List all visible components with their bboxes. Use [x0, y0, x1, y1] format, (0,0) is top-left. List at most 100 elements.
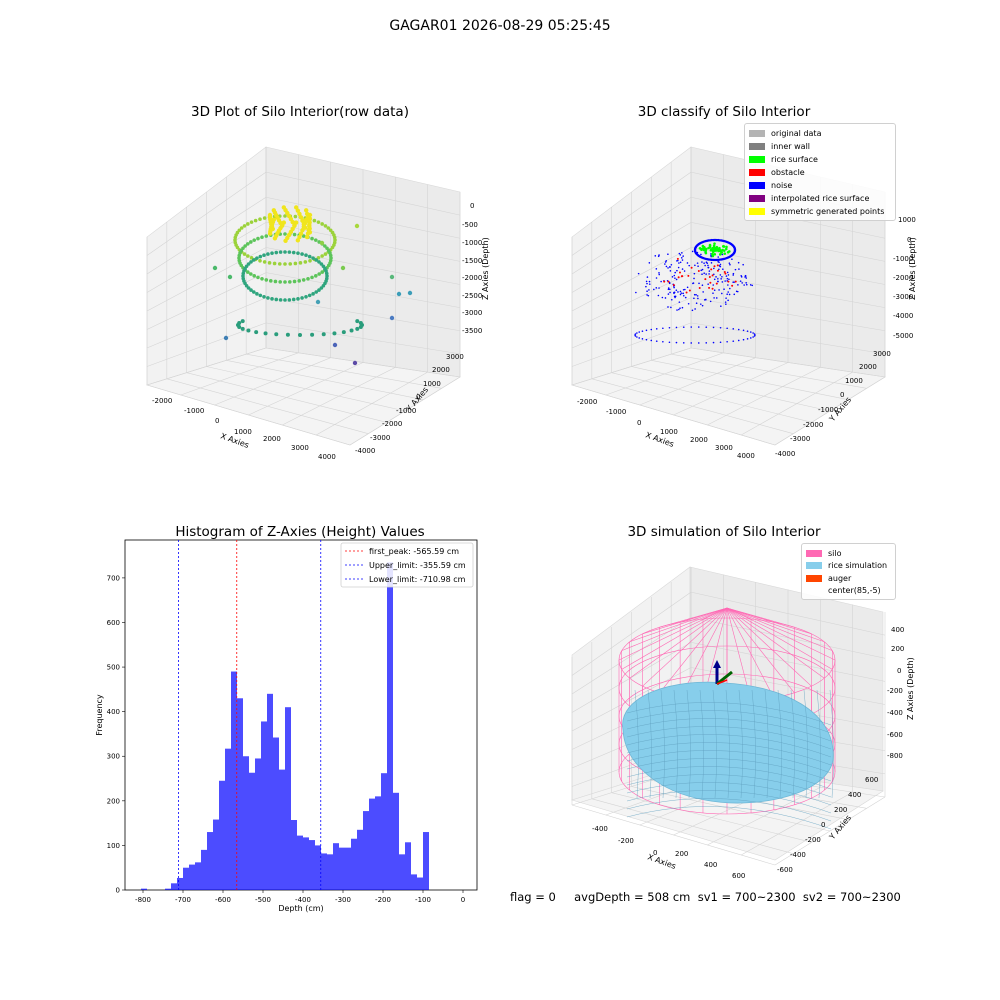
noise-point [682, 342, 685, 344]
data-point [263, 331, 268, 336]
rice-surface-point [704, 251, 708, 255]
data-point [310, 236, 314, 241]
obstacle-point [704, 278, 707, 281]
data-point [300, 252, 304, 256]
noise-point [664, 263, 666, 265]
data-point [298, 215, 304, 220]
data-point [301, 278, 306, 282]
obstacle-point [716, 264, 719, 267]
histogram-bar [417, 877, 423, 890]
noise-point [739, 280, 742, 282]
histogram-bar [423, 832, 429, 890]
legend-swatch [749, 143, 765, 150]
histogram-bar [393, 792, 399, 890]
data-point [324, 271, 329, 276]
noise-point [657, 255, 660, 258]
noise-point [690, 342, 693, 344]
legend-label: rice surface [771, 155, 818, 164]
data-point [273, 279, 278, 284]
plot2-z-tick: 1000 [898, 216, 916, 224]
plot1-title: 3D Plot of Silo Interior(row data) [191, 104, 409, 120]
noise-point [667, 267, 669, 269]
noise-point [658, 287, 660, 289]
legend-lower-limit: Lower_limit: -710.98 cm [369, 575, 466, 584]
rice-mesh-line [803, 689, 808, 799]
data-point [323, 244, 327, 248]
noise-point [728, 287, 731, 290]
noise-point [669, 265, 671, 268]
noise-point [727, 274, 730, 276]
plot4-legend: silo rice simulation auger center(85,-5) [801, 543, 896, 600]
legend-swatch [749, 156, 765, 163]
plot2-y-tick: -4000 [775, 450, 795, 458]
data-point [293, 214, 298, 219]
data-point [270, 226, 276, 232]
data-point [315, 299, 321, 305]
plot4-y-tick: 200 [834, 806, 847, 814]
rice-surface-point [713, 242, 716, 245]
rice-mesh-line [790, 689, 795, 799]
noise-point [745, 282, 747, 284]
histogram-bar [375, 796, 381, 890]
plot2-x-tick: 1000 [660, 428, 678, 436]
x-tick-label: 0 [461, 896, 465, 904]
obstacle-point [713, 265, 716, 268]
plot4-z-tick: 0 [897, 667, 901, 675]
noise-point [746, 330, 749, 332]
noise-point [670, 263, 673, 266]
plot1-3d-axes[interactable]: -2000 -1000 0 1000 2000 3000 4000 -4000 … [140, 140, 500, 460]
data-point [262, 253, 266, 258]
histogram-bar [255, 758, 261, 890]
histogram-bar [339, 847, 345, 890]
silo-roof-line [659, 607, 728, 694]
plot4-3d-axes[interactable]: -400 -200 0 200 400 600 -600 -400 -200 0… [565, 560, 925, 880]
rice-surface-point [711, 250, 715, 254]
rice-surface-point [723, 252, 727, 256]
plot1-x-tick: 3000 [291, 444, 309, 452]
plot2-y-tick: 2000 [859, 363, 877, 371]
data-point [303, 260, 308, 264]
noise-point [668, 288, 671, 291]
noise-point [721, 276, 723, 278]
histogram-bar [309, 840, 315, 890]
x-tick-label: -300 [335, 896, 351, 904]
noise-point [670, 298, 673, 301]
data-point [307, 254, 312, 259]
noise-point [674, 271, 677, 274]
noise-point [751, 284, 754, 287]
histogram-bar [183, 867, 189, 890]
rice-mesh-line [673, 689, 678, 799]
noise-point [718, 265, 721, 267]
data-point [291, 297, 296, 302]
data-point [245, 242, 250, 246]
data-point [253, 218, 258, 223]
noise-point [674, 295, 677, 298]
data-point [298, 333, 302, 337]
legend-label: silo [828, 548, 842, 558]
noise-point [753, 335, 756, 337]
noise-point [684, 288, 686, 291]
y-tick-label: 700 [107, 574, 120, 582]
rice-surface-point [704, 249, 708, 253]
noise-point [684, 296, 687, 299]
data-point [246, 222, 250, 226]
noise-point [635, 291, 637, 294]
histogram-chart[interactable]: -800 -700 -600 -500 -400 -300 -200 -100 0 0 100 20… [85, 535, 485, 920]
noise-point [737, 261, 740, 264]
noise-point [691, 250, 694, 253]
histogram-bar [381, 773, 387, 890]
status-line: flag = 0 avgDepth = 508 cm sv1 = 700~230… [510, 890, 901, 904]
legend-swatch [806, 549, 822, 557]
data-point [317, 260, 321, 264]
data-point [320, 254, 324, 258]
data-point [293, 261, 298, 266]
noise-point [697, 342, 700, 344]
histogram-legend: first_peak: -565.59 cm Upper_limit: -355… [340, 542, 474, 588]
data-point [283, 232, 287, 236]
noise-point [673, 286, 675, 289]
plot2-z-tick: -5000 [893, 332, 913, 340]
noise-point [673, 274, 676, 277]
data-point [311, 292, 315, 296]
rice-surface-point [718, 253, 722, 256]
noise-point [675, 278, 678, 281]
